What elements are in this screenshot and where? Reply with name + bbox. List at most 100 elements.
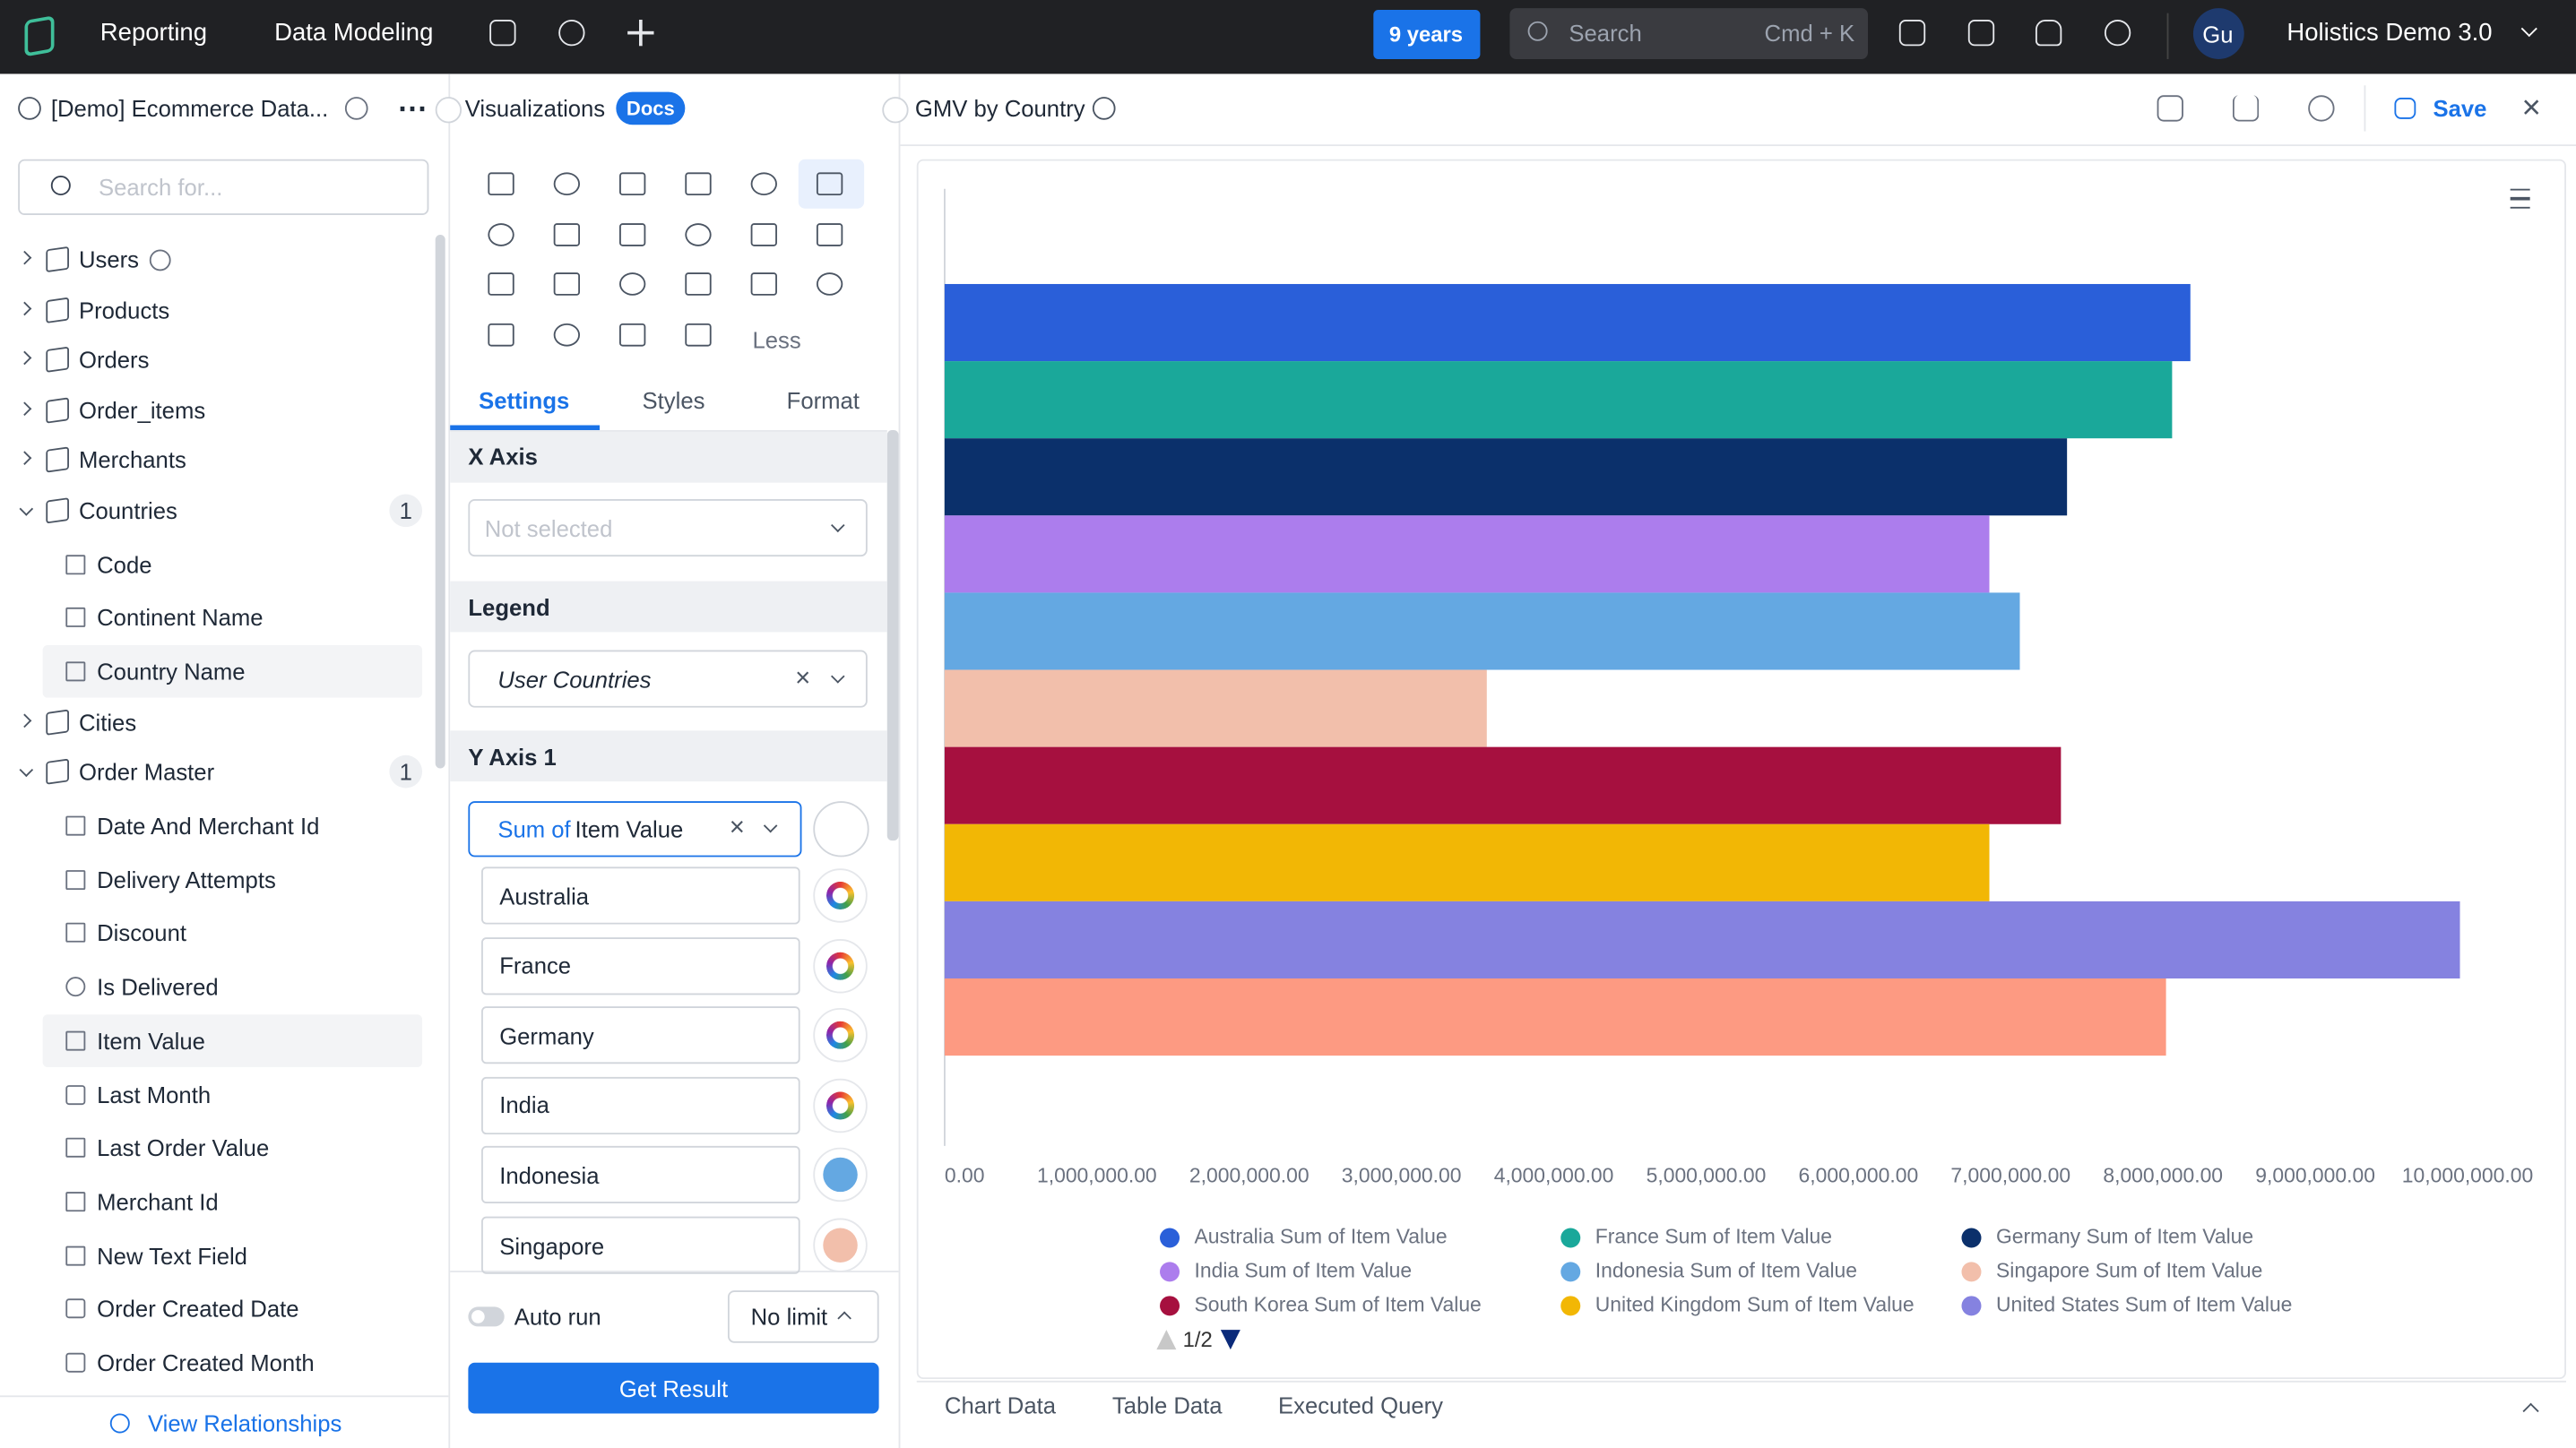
- tools-icon[interactable]: [558, 19, 585, 47]
- bell-icon[interactable]: [2035, 19, 2062, 47]
- model-label[interactable]: Users: [78, 246, 139, 273]
- field-label[interactable]: Discount: [97, 919, 186, 947]
- field-label[interactable]: New Text Field: [97, 1242, 247, 1269]
- info-icon[interactable]: [344, 97, 368, 120]
- get-result-button[interactable]: [468, 1362, 879, 1414]
- field-label[interactable]: Code: [97, 551, 152, 578]
- refresh-icon[interactable]: [2308, 95, 2335, 122]
- x-select[interactable]: [468, 498, 868, 557]
- field-label[interactable]: Merchant Id: [97, 1188, 219, 1215]
- tab[interactable]: Format: [786, 387, 860, 414]
- field-label[interactable]: Date And Merchant Id: [97, 812, 320, 840]
- legend-next[interactable]: [1220, 1330, 1240, 1350]
- workspace[interactable]: Holistics Demo 3.0: [2286, 19, 2493, 47]
- info-icon[interactable]: [149, 249, 171, 272]
- viz-icon[interactable]: [619, 223, 646, 246]
- date-badge[interactable]: [1373, 9, 1481, 59]
- color-button[interactable]: [813, 1008, 868, 1063]
- legend-select[interactable]: [468, 650, 868, 708]
- nav-tab[interactable]: Data Modeling: [274, 19, 434, 47]
- series-row[interactable]: [481, 1146, 800, 1204]
- star-icon[interactable]: [1967, 19, 1995, 47]
- model-label[interactable]: Order_items: [78, 397, 206, 424]
- viz-icon[interactable]: [488, 272, 514, 296]
- series-row[interactable]: [481, 936, 800, 995]
- field-search[interactable]: [18, 159, 429, 216]
- model-label[interactable]: Cities: [78, 708, 137, 736]
- scrollbar[interactable]: [886, 430, 899, 841]
- viz-icon[interactable]: [685, 172, 712, 196]
- viz-icon[interactable]: [685, 323, 712, 347]
- viz-icon[interactable]: [619, 272, 646, 296]
- viz-icon[interactable]: [685, 272, 712, 296]
- model-label[interactable]: Order Master: [78, 759, 215, 786]
- close-icon[interactable]: ×: [2521, 90, 2541, 127]
- viz-icon[interactable]: [816, 172, 843, 196]
- field-label[interactable]: Item Value: [97, 1027, 205, 1054]
- color-button[interactable]: [813, 1078, 868, 1133]
- view-relationships[interactable]: View Relationships: [147, 1409, 342, 1437]
- info-icon[interactable]: [1092, 97, 1116, 120]
- viz-icon[interactable]: [488, 323, 514, 347]
- fold-button[interactable]: [813, 801, 869, 858]
- scrollbar[interactable]: [435, 235, 445, 769]
- viz-icon[interactable]: [488, 223, 514, 246]
- more-icon[interactable]: ⋯: [397, 91, 429, 125]
- series-row[interactable]: [481, 1006, 800, 1064]
- field-label[interactable]: Is Delivered: [97, 973, 219, 1000]
- viz-icon[interactable]: [750, 223, 777, 246]
- tab[interactable]: Styles: [642, 387, 705, 414]
- collapse-button[interactable]: [882, 97, 909, 124]
- model-label[interactable]: Orders: [78, 346, 150, 374]
- comment-icon[interactable]: [2157, 95, 2183, 122]
- tab-active[interactable]: Settings: [479, 387, 570, 414]
- feedback-icon[interactable]: [1898, 19, 1926, 47]
- field-label[interactable]: Continent Name: [97, 604, 264, 632]
- y-field[interactable]: [468, 801, 802, 858]
- field-label[interactable]: Delivery Attempts: [97, 866, 276, 893]
- field-label[interactable]: Order Created Month: [97, 1349, 315, 1376]
- viz-icon[interactable]: [750, 172, 777, 196]
- selected-viz[interactable]: [798, 159, 865, 209]
- color-button[interactable]: [813, 1218, 868, 1272]
- viz-icon[interactable]: [488, 172, 514, 196]
- bottom-tab[interactable]: Table Data: [1111, 1392, 1223, 1419]
- viz-icon[interactable]: [553, 323, 581, 347]
- dataset-title[interactable]: [Demo] Ecommerce Data...: [50, 95, 329, 122]
- viz-icon[interactable]: [619, 172, 646, 196]
- search-box[interactable]: [1509, 8, 1869, 59]
- color-button[interactable]: [813, 938, 868, 993]
- field-label[interactable]: Order Created Date: [97, 1296, 299, 1323]
- viz-icon[interactable]: [750, 272, 777, 296]
- model-label[interactable]: Merchants: [78, 447, 186, 474]
- nav-tab[interactable]: Reporting: [99, 19, 208, 47]
- collapse-button[interactable]: [435, 97, 462, 124]
- docs-pill[interactable]: [616, 91, 686, 125]
- save-icon[interactable]: [2394, 98, 2416, 119]
- bottom-tab[interactable]: Chart Data: [944, 1392, 1057, 1419]
- field-label[interactable]: Last Order Value: [97, 1134, 270, 1161]
- save-button[interactable]: Save: [2433, 95, 2487, 122]
- viz-icon[interactable]: [553, 172, 581, 196]
- viz-icon[interactable]: [553, 272, 581, 296]
- clear-icon[interactable]: ×: [795, 665, 811, 694]
- limit-select[interactable]: [727, 1290, 879, 1343]
- series-row[interactable]: [481, 1076, 800, 1134]
- viz-icon[interactable]: [816, 272, 843, 296]
- clear-icon[interactable]: ×: [729, 814, 745, 842]
- series-row[interactable]: [481, 866, 800, 925]
- field-label[interactable]: Last Month: [97, 1081, 212, 1108]
- terminal-icon[interactable]: [489, 19, 516, 47]
- less-toggle[interactable]: Less: [752, 326, 801, 353]
- field-label[interactable]: Country Name: [97, 658, 246, 685]
- viz-icon[interactable]: [816, 223, 843, 246]
- add-icon[interactable]: [627, 19, 654, 47]
- color-button[interactable]: [813, 1148, 868, 1202]
- avatar[interactable]: [2192, 8, 2244, 59]
- model-label[interactable]: Products: [78, 296, 170, 323]
- help-icon[interactable]: [2104, 19, 2131, 47]
- viz-icon[interactable]: [619, 323, 646, 347]
- series-row[interactable]: [481, 1216, 800, 1274]
- bottom-tab[interactable]: Executed Query: [1277, 1392, 1444, 1419]
- color-button[interactable]: [813, 868, 868, 923]
